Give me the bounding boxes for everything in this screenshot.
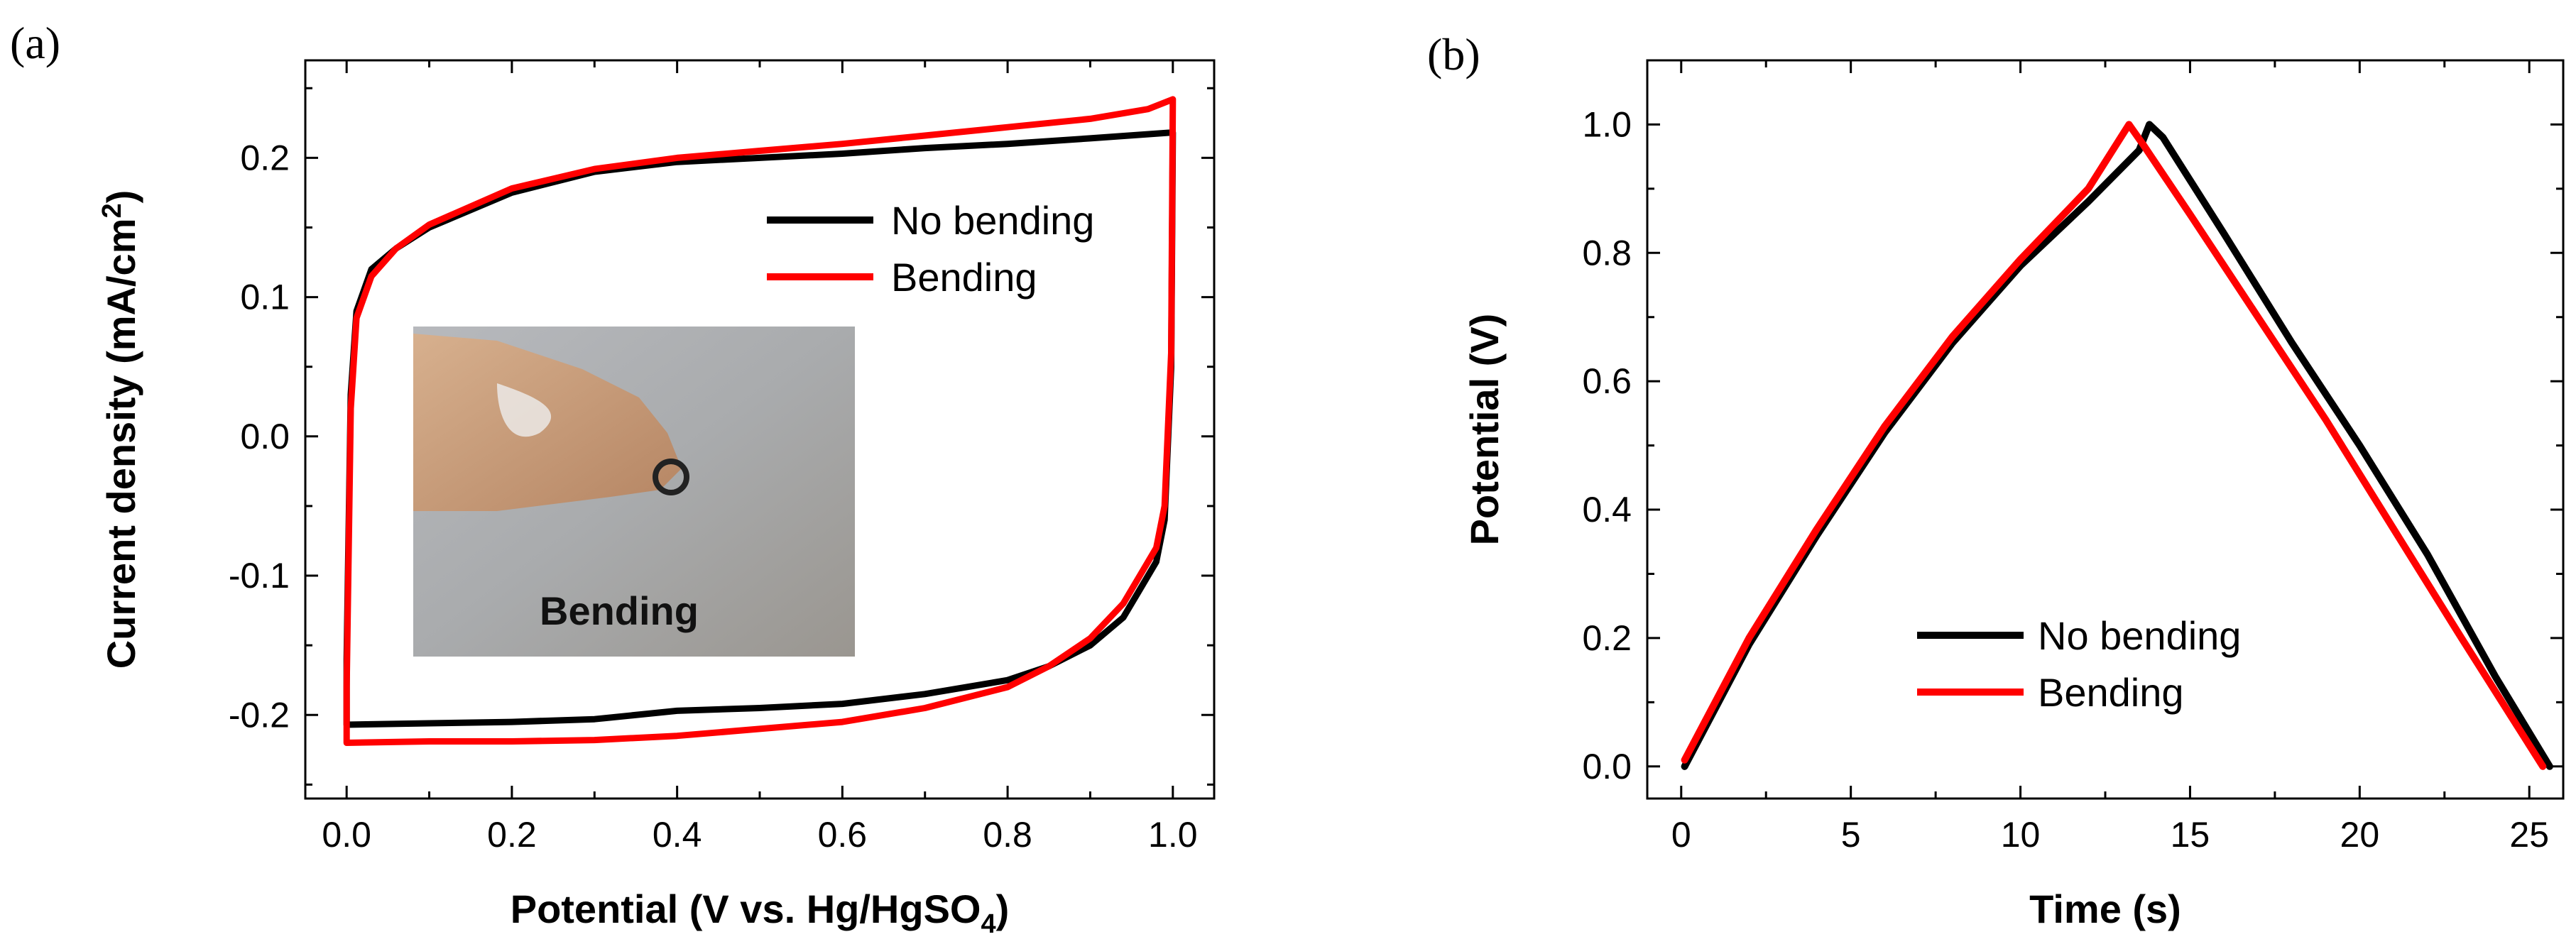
legend-label-bending-b: Bending bbox=[2038, 670, 2184, 715]
panel-label-a: (a) bbox=[10, 18, 60, 68]
y-tick-label: 0.8 bbox=[1582, 233, 1632, 273]
x-tick-label: 0.0 bbox=[322, 815, 371, 855]
x-tick-label: 0 bbox=[1671, 815, 1691, 855]
xlabel-end: ) bbox=[996, 887, 1010, 931]
y-tick-label: -0.2 bbox=[229, 695, 290, 735]
panel-b-x-axis-label: Time (s) bbox=[2029, 887, 2181, 931]
x-tick-label: 0.8 bbox=[983, 815, 1032, 855]
x-tick-label: 5 bbox=[1841, 815, 1861, 855]
y-tick-label: -0.1 bbox=[229, 556, 290, 596]
panel-a-x-axis-label: Potential (V vs. Hg/HgSO4) bbox=[511, 887, 1010, 939]
legend-label-no-bending: No bending bbox=[891, 198, 1094, 243]
legend-label-bending: Bending bbox=[891, 255, 1037, 300]
x-tick-label: 20 bbox=[2340, 815, 2380, 855]
panel-label-b: (b) bbox=[1427, 29, 1480, 79]
panel-b-y-axis-label: Potential (V) bbox=[1462, 314, 1507, 546]
x-tick-label: 25 bbox=[2509, 815, 2549, 855]
inset-label: Bending bbox=[540, 588, 699, 633]
x-tick-label: 0.6 bbox=[818, 815, 868, 855]
panel-b-legend: No bending Bending bbox=[1917, 613, 2241, 715]
x-tick-label: 0.2 bbox=[487, 815, 537, 855]
ylabel-main: Current density (mA/cm bbox=[99, 219, 143, 669]
y-tick-label: 0.4 bbox=[1582, 490, 1632, 530]
cv-loop-bending bbox=[343, 96, 1177, 746]
x-tick-label: 15 bbox=[2171, 815, 2210, 855]
panel-a-legend: No bending Bending bbox=[767, 198, 1094, 300]
y-tick-label: 0.6 bbox=[1582, 361, 1632, 401]
xlabel-subscript: 4 bbox=[981, 909, 995, 939]
y-tick-label: 0.2 bbox=[1582, 618, 1632, 658]
y-tick-label: 0.0 bbox=[1582, 747, 1632, 786]
y-tick-label: 1.0 bbox=[1582, 104, 1632, 144]
panel-a-y-axis-label: Current density (mA/cm2) bbox=[97, 190, 143, 669]
y-tick-label: 0.1 bbox=[240, 278, 290, 317]
panel-a-cv-plot: Bending No bending Bending 0.0 0.2 0.4 0.6 0… bbox=[97, 59, 1216, 939]
inset-photo: Bending bbox=[413, 327, 855, 657]
y-tick-label: 0.2 bbox=[240, 138, 290, 177]
x-tick-label: 0.4 bbox=[653, 815, 702, 855]
gcd-curve-bending bbox=[1681, 121, 2547, 770]
x-tick-label: 1.0 bbox=[1148, 815, 1198, 855]
y-tick-label: 0.0 bbox=[240, 417, 290, 456]
bent-device-ring bbox=[653, 459, 689, 495]
xlabel-main: Potential (V vs. Hg/HgSO bbox=[511, 887, 981, 931]
panel-b-gcd-plot: No bending Bending 0 5 10 15 20 25 0.0 0.2 0.4 0.… bbox=[1462, 59, 2565, 931]
x-tick-label: 10 bbox=[2001, 815, 2041, 855]
ylabel-end: ) bbox=[99, 190, 143, 204]
paper-piece bbox=[497, 383, 552, 437]
legend-label-no-bending-b: No bending bbox=[2038, 613, 2241, 658]
ylabel-superscript: 2 bbox=[97, 203, 127, 218]
